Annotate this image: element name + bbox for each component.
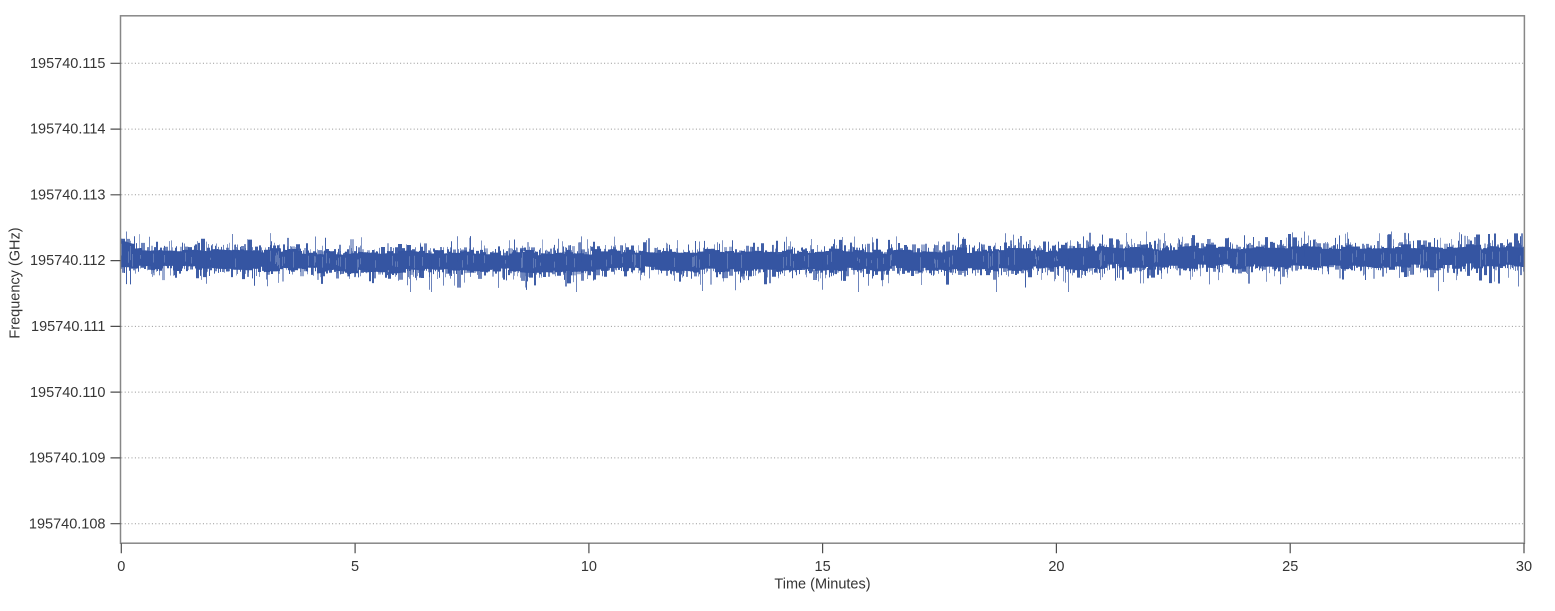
svg-text:195740.115: 195740.115 (30, 56, 106, 72)
svg-text:25: 25 (1282, 559, 1298, 575)
svg-text:195740.112: 195740.112 (30, 253, 106, 269)
svg-text:195740.110: 195740.110 (30, 385, 106, 401)
svg-text:195740.113: 195740.113 (30, 187, 106, 203)
svg-text:30: 30 (1516, 559, 1532, 575)
svg-text:20: 20 (1048, 559, 1064, 575)
svg-text:10: 10 (581, 559, 597, 575)
svg-text:195740.114: 195740.114 (30, 122, 106, 138)
svg-text:Frequency (GHz): Frequency (GHz) (8, 227, 24, 338)
svg-text:5: 5 (351, 559, 359, 575)
svg-text:195740.108: 195740.108 (29, 516, 106, 532)
svg-text:195740.109: 195740.109 (29, 451, 106, 467)
svg-text:195740.111: 195740.111 (31, 319, 105, 335)
svg-text:0: 0 (117, 559, 125, 575)
svg-text:Time (Minutes): Time (Minutes) (774, 577, 870, 593)
svg-text:15: 15 (815, 559, 831, 575)
